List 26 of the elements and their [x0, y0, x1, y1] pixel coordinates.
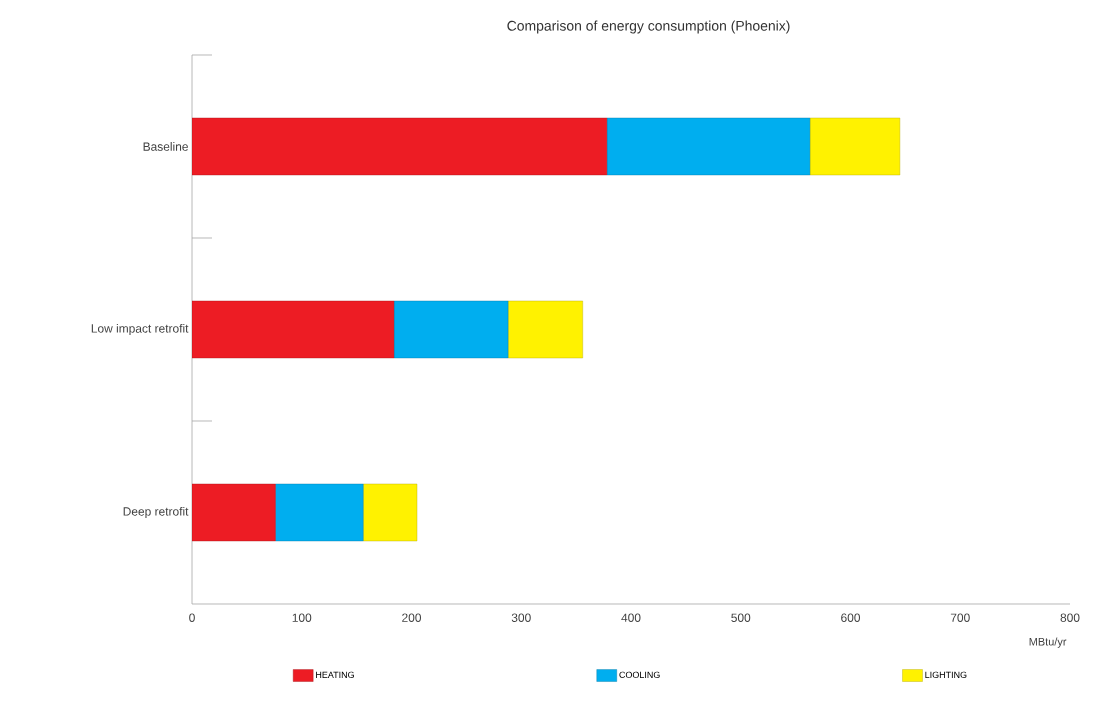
x-tick-label: 100: [292, 613, 312, 622]
bar: [192, 483, 276, 542]
legend-label: COOLING: [619, 671, 660, 678]
x-tick-label: 800: [1060, 613, 1080, 622]
y-tick-label: Deep retrofit: [123, 506, 189, 519]
bar: [192, 300, 395, 359]
legend-label: LIGHTING: [925, 671, 967, 678]
x-tick-label: 600: [841, 613, 861, 622]
legend-label: HEATING: [316, 671, 354, 678]
x-tick-label: 400: [621, 613, 641, 622]
x-tick-label: 500: [731, 613, 751, 622]
x-axis-title: MBtu/yr: [1029, 637, 1067, 648]
bar: [393, 300, 509, 359]
chart-title: Comparison of energy consumption (Phoenix): [507, 20, 790, 34]
bar: [606, 117, 811, 176]
x-tick-label: 0: [189, 613, 195, 622]
bar: [809, 117, 901, 176]
y-tick-label: Low impact retrofit: [91, 323, 189, 336]
x-tick-label: 700: [950, 613, 970, 622]
bar: [192, 117, 608, 176]
x-tick-label: 300: [511, 613, 531, 622]
bar: [275, 483, 364, 542]
x-tick-label: 200: [402, 613, 422, 622]
bar: [507, 300, 583, 359]
y-tick-label: Baseline: [143, 142, 188, 151]
bar: [363, 483, 418, 542]
